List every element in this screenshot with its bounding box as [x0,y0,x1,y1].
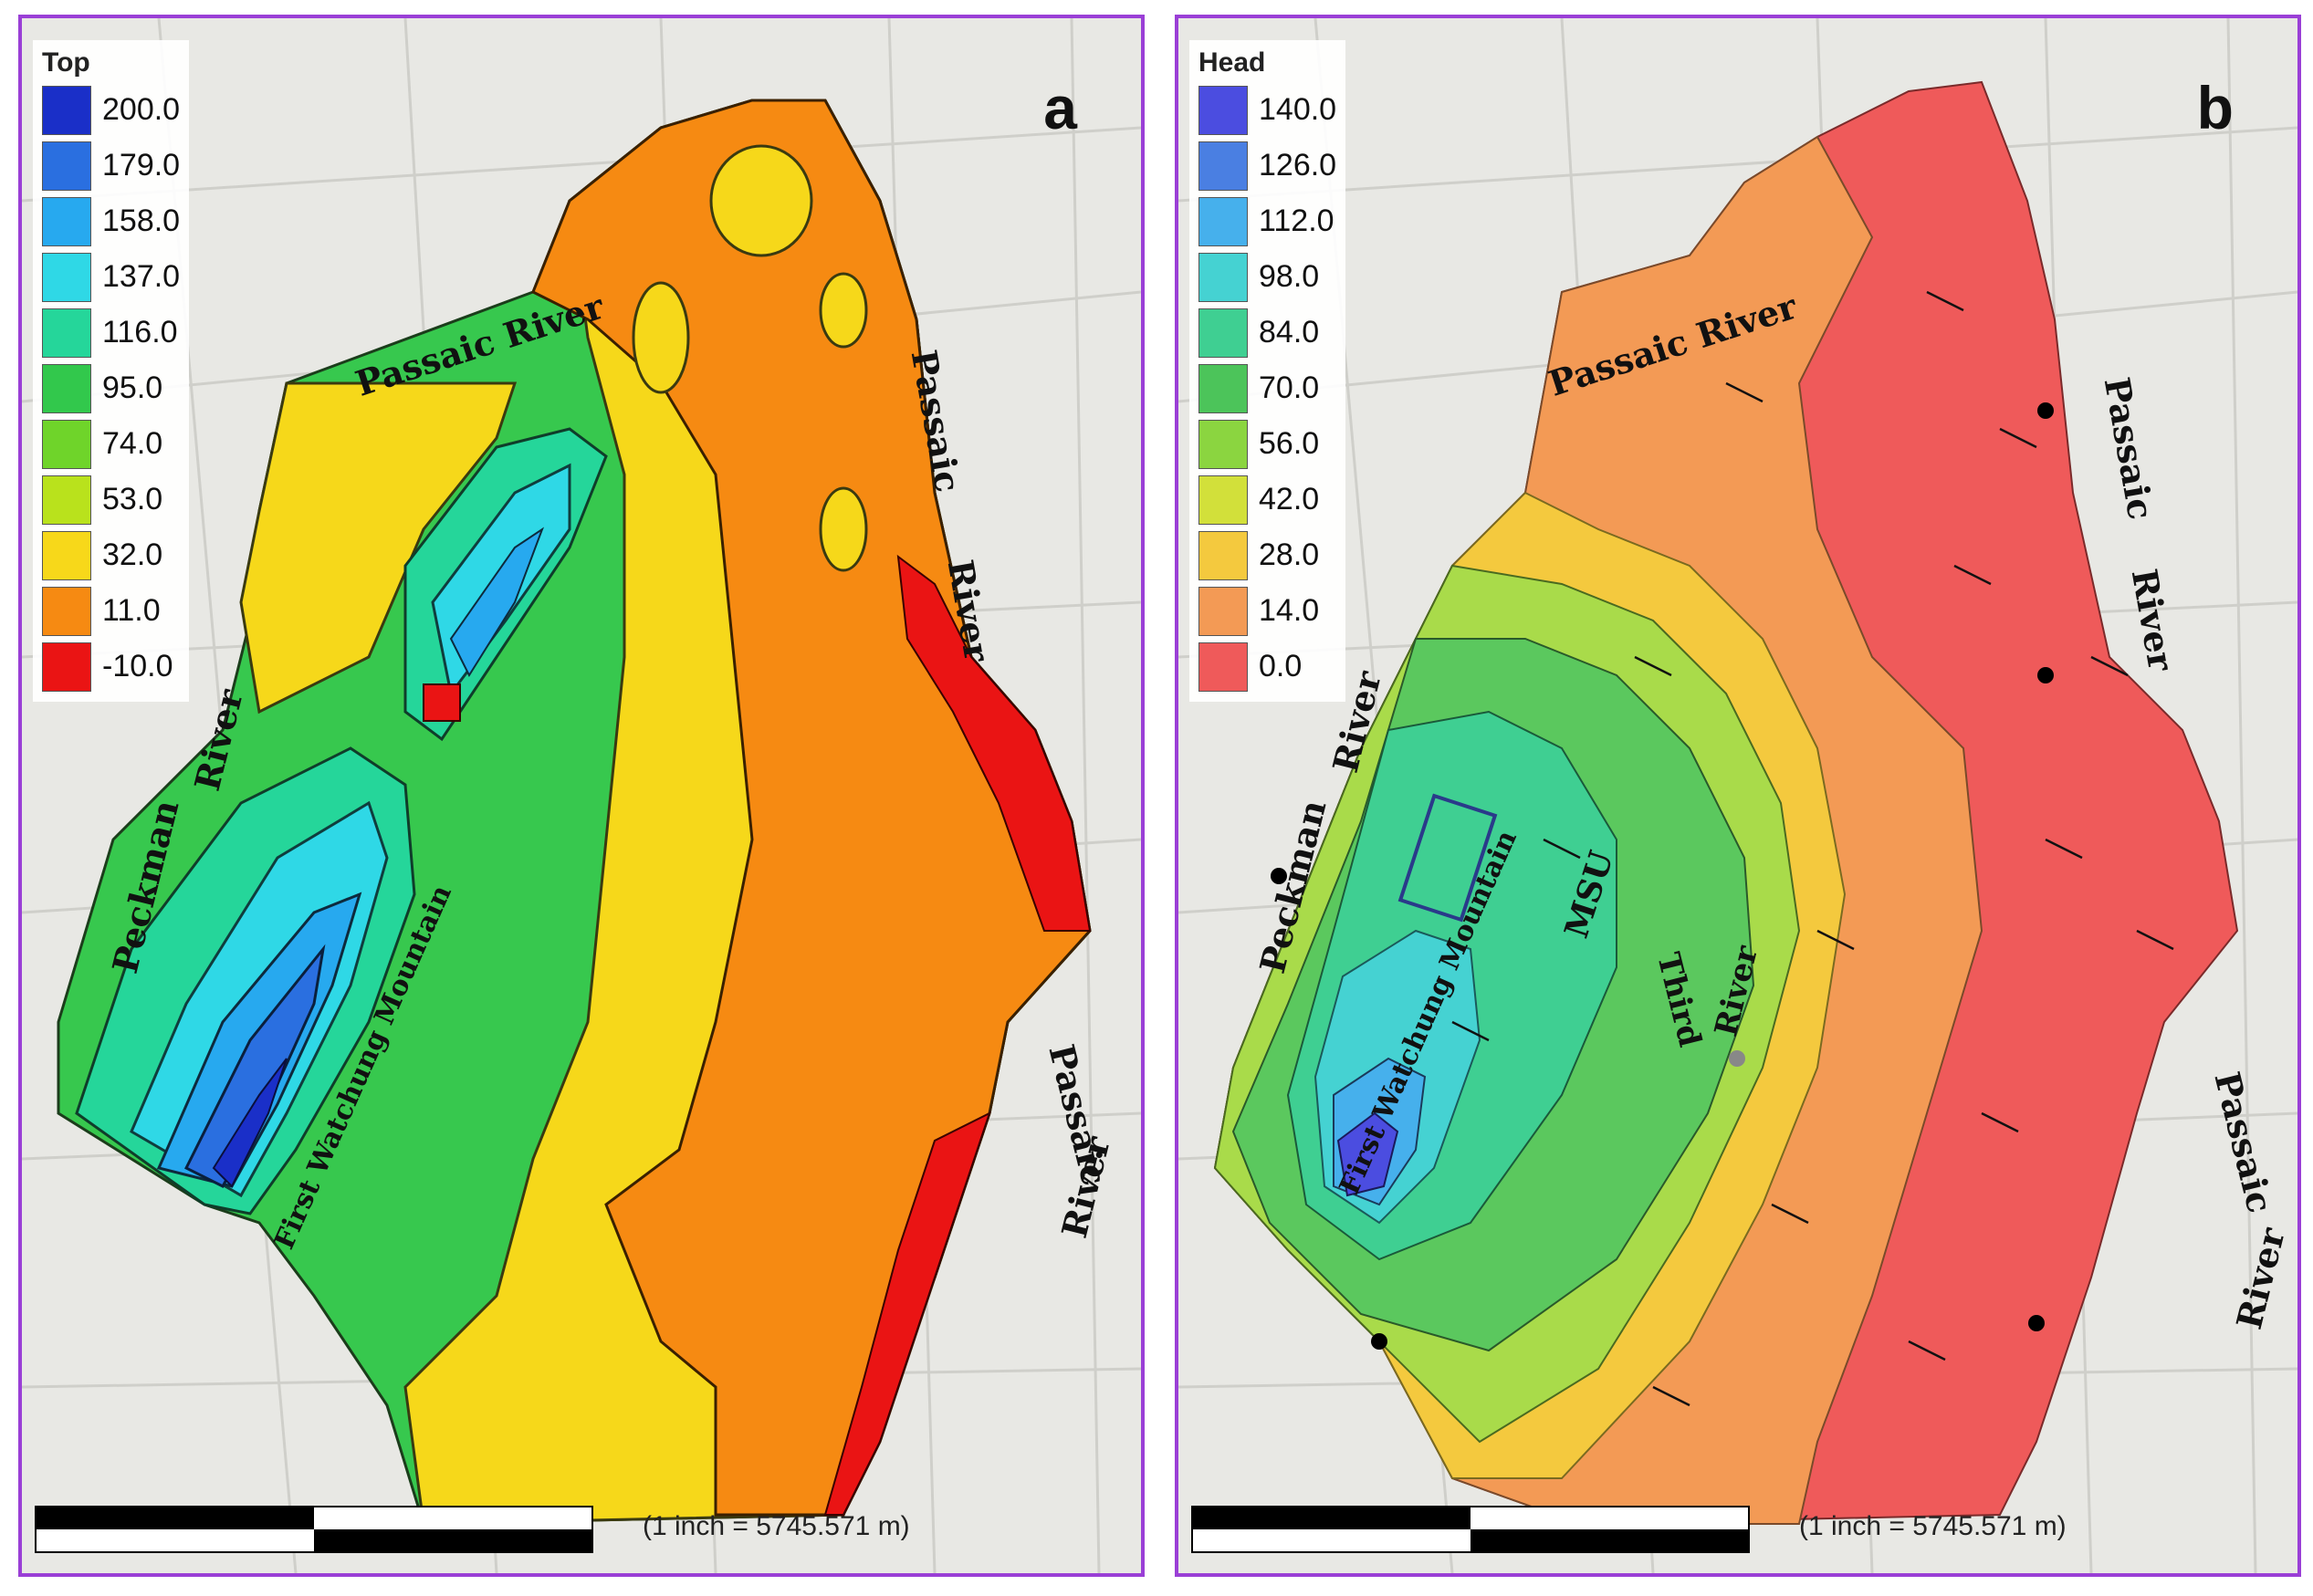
legend-label: 32.0 [102,537,163,572]
legend-swatch [42,419,91,469]
legend-row: 53.0 [42,472,180,527]
legend-label: 126.0 [1259,148,1337,183]
legend-swatch [1198,363,1248,413]
legend-row: -10.0 [42,639,180,694]
legend-label: 98.0 [1259,259,1320,294]
legend-row: 14.0 [1198,583,1336,639]
legend-swatch [42,85,91,135]
legend-row: 98.0 [1198,249,1336,305]
scale-bar-b [1191,1506,1750,1553]
legend-row: 42.0 [1198,472,1336,527]
map-panel-b: Head 140.0 126.0 112.0 98.0 84.0 70.0 56.0 42.0… [1175,15,2301,1577]
legend-label: 11.0 [102,593,161,628]
legend-row: 84.0 [1198,305,1336,360]
legend-label: 158.0 [102,203,181,238]
legend-swatch [1198,419,1248,469]
map-panel-a: Top 200.0 179.0 158.0 137.0 116.0 95.0 74.0 53.… [18,15,1145,1577]
zone-red [896,554,1092,932]
legend-swatch [1198,530,1248,580]
legend-label: 28.0 [1259,537,1320,572]
legend-swatch [1198,586,1248,636]
legend-row: 11.0 [42,583,180,639]
legend-swatch [1198,196,1248,246]
legend-row: 28.0 [1198,527,1336,583]
legend-label: 70.0 [1259,370,1320,405]
legend-label: 95.0 [102,370,163,405]
legend-swatch [1198,141,1248,191]
legend-a: Top 200.0 179.0 158.0 137.0 116.0 95.0 74.0 53.… [33,40,190,702]
legend-row: 112.0 [1198,193,1336,249]
legend-label: 140.0 [1259,92,1337,127]
legend-label: 84.0 [1259,315,1320,349]
legend-row: 32.0 [42,527,180,583]
legend-row: 137.0 [42,249,180,305]
legend-title: Top [42,47,90,78]
legend-label: 14.0 [1259,593,1320,628]
scale-text-b: (1 inch = 5745.571 m) [1799,1511,2067,1541]
legend-row: 116.0 [42,305,180,360]
legend-label: 53.0 [102,482,163,516]
legend-row: 0.0 [1198,639,1336,694]
legend-label: 42.0 [1259,482,1320,516]
legend-swatch [42,530,91,580]
legend-row: 95.0 [42,360,180,416]
legend-label: 74.0 [102,426,163,461]
legend-swatch [1198,308,1248,358]
panel-letter-a: a [1043,74,1077,141]
elevation-map-a [22,18,1141,1573]
legend-row: 179.0 [42,138,180,193]
legend-row: 70.0 [1198,360,1336,416]
scale-text-a: (1 inch = 5745.571 m) [643,1511,910,1541]
legend-swatch [42,141,91,191]
legend-label: 112.0 [1259,203,1334,238]
head-map-b [1178,18,2297,1573]
legend-swatch [42,475,91,525]
legend-swatch [42,196,91,246]
legend-row: 200.0 [42,82,180,138]
legend-label: 0.0 [1259,649,1303,683]
legend-swatch [1198,252,1248,302]
legend-swatch [1198,642,1248,692]
legend-swatch [1198,475,1248,525]
legend-b: Head 140.0 126.0 112.0 98.0 84.0 70.0 56.0 42.0… [1189,40,1346,702]
legend-swatch [42,642,91,692]
legend-swatch [42,308,91,358]
legend-label: 200.0 [102,92,181,127]
legend-label: -10.0 [102,649,173,683]
legend-row: 74.0 [42,416,180,472]
legend-row: 126.0 [1198,138,1336,193]
legend-label: 137.0 [102,259,181,294]
legend-swatch [1198,85,1248,135]
legend-swatch [42,363,91,413]
legend-swatch [42,252,91,302]
scale-bar-a [35,1506,593,1553]
legend-label: 179.0 [102,148,181,183]
legend-row: 140.0 [1198,82,1336,138]
legend-label: 56.0 [1259,426,1320,461]
legend-title: Head [1198,47,1266,78]
legend-row: 158.0 [42,193,180,249]
legend-row: 56.0 [1198,416,1336,472]
legend-swatch [42,586,91,636]
panel-letter-b: b [2196,74,2234,141]
legend-label: 116.0 [102,315,178,349]
